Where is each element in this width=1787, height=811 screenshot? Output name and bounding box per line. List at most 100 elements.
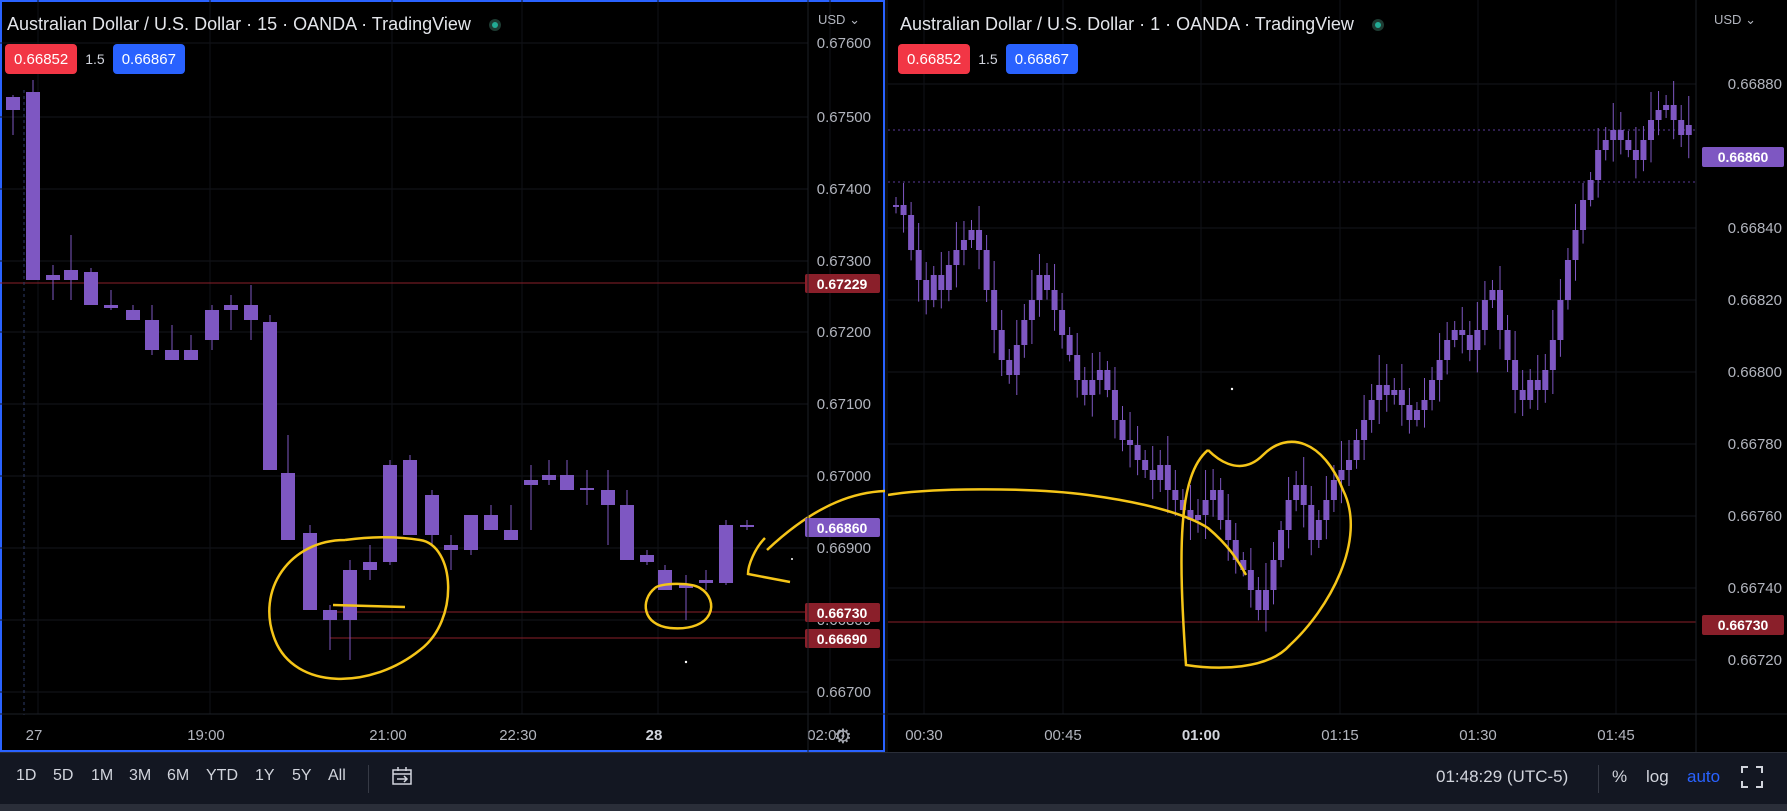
range-1y-button[interactable]: 1Y xyxy=(255,767,275,784)
chart-panel-1m[interactable]: 0.66880 0.66840 0.66820 0.66800 0.66780 0.667… xyxy=(888,0,1787,752)
candle xyxy=(1247,548,1254,608)
chart-title-text: Australian Dollar / U.S. Dollar · 15 · O… xyxy=(7,14,471,34)
candle xyxy=(1232,523,1239,574)
candle xyxy=(1013,320,1020,395)
range-3m-button[interactable]: 3M xyxy=(129,767,152,784)
candle xyxy=(968,220,975,248)
range-6m-button[interactable]: 6M xyxy=(167,767,190,784)
candle xyxy=(1081,367,1088,406)
candle xyxy=(1127,412,1134,468)
range-5y-button[interactable]: 5Y xyxy=(292,767,312,784)
price-axis-label: 0.67400 xyxy=(817,181,871,198)
fullscreen-icon[interactable] xyxy=(1740,765,1764,789)
chart-title-text: Australian Dollar / U.S. Dollar · 1 · OA… xyxy=(900,14,1354,34)
annotation-arrow[interactable] xyxy=(746,537,791,584)
buy-button[interactable]: 0.66867 xyxy=(112,44,185,74)
candle xyxy=(205,305,219,350)
candle xyxy=(1217,478,1224,530)
candle xyxy=(1474,302,1481,373)
candle xyxy=(1670,81,1677,140)
settings-gear-icon[interactable]: ⚙ xyxy=(834,726,852,748)
candle xyxy=(224,295,238,330)
candle xyxy=(1549,310,1556,394)
sell-button[interactable]: 0.66852 xyxy=(898,44,971,74)
candle xyxy=(1580,183,1587,244)
price-tag-current-text: 0.66860 xyxy=(1718,149,1769,165)
time-axis-label: 02:00 xyxy=(807,727,845,744)
chart-canvas-1m[interactable]: 0.66880 0.66840 0.66820 0.66800 0.66780 0.667… xyxy=(888,0,1787,752)
range-5d-button[interactable]: 5D xyxy=(53,767,74,784)
candle xyxy=(1413,402,1420,427)
chart-canvas-15m[interactable]: 0.67600 0.67500 0.67400 0.67300 0.67200 0.671… xyxy=(0,0,885,752)
range-1m-button[interactable]: 1M xyxy=(91,767,114,784)
price-axis-label: 0.66780 xyxy=(1728,436,1782,453)
sell-button[interactable]: 0.66852 xyxy=(5,44,78,74)
time-axis-label: 01:15 xyxy=(1321,727,1359,744)
candle xyxy=(1157,450,1164,492)
candle xyxy=(84,268,98,305)
candle xyxy=(363,545,377,580)
chart-panel-15m[interactable]: 0.67600 0.67500 0.67400 0.67300 0.67200 0.671… xyxy=(0,0,885,752)
annotation-circle-right[interactable] xyxy=(1180,440,1353,669)
candle xyxy=(893,197,899,214)
buy-button[interactable]: 0.66867 xyxy=(1005,44,1078,74)
price-axis-label: 0.67300 xyxy=(817,253,871,270)
candle xyxy=(699,570,713,590)
candle xyxy=(1587,172,1594,207)
time-axis-label: 00:45 xyxy=(1044,727,1082,744)
candle xyxy=(126,305,140,320)
annotation-circle-left[interactable] xyxy=(268,536,450,680)
annotation-arrow-line[interactable] xyxy=(888,488,1248,576)
currency-selector[interactable]: USD ⌄ xyxy=(818,12,860,28)
price-axis-label: 0.67600 xyxy=(817,35,871,52)
log-toggle[interactable]: log xyxy=(1646,767,1669,786)
candle xyxy=(1210,469,1217,517)
price-tag-line1 xyxy=(805,274,880,293)
candle xyxy=(1489,280,1496,308)
candle xyxy=(945,251,952,302)
candle xyxy=(740,520,754,530)
candle xyxy=(1096,352,1103,395)
time-axis-label: 01:45 xyxy=(1597,727,1635,744)
candle xyxy=(403,455,417,535)
spread-value: 1.5 xyxy=(978,51,998,67)
candle xyxy=(640,550,654,565)
candle xyxy=(1074,333,1081,398)
candle xyxy=(343,560,357,660)
drawing-annotations-15m[interactable] xyxy=(268,489,885,680)
candle xyxy=(1255,577,1262,621)
candle xyxy=(542,460,556,485)
currency-selector[interactable]: USD ⌄ xyxy=(1714,12,1756,28)
compare-range-icon[interactable] xyxy=(391,765,413,787)
candle xyxy=(1625,131,1632,158)
range-ytd-button[interactable]: YTD xyxy=(206,767,238,784)
quote-panel-1m: 0.66852 1.5 0.66867 xyxy=(898,44,1078,74)
spread-value: 1.5 xyxy=(85,51,105,67)
candle xyxy=(281,435,295,540)
candle xyxy=(620,490,634,560)
price-tag-current xyxy=(805,518,880,537)
candle xyxy=(425,490,439,545)
price-axis-label: 0.66820 xyxy=(1728,292,1782,309)
candle xyxy=(64,235,78,300)
candle xyxy=(1021,304,1028,358)
percent-toggle[interactable]: % xyxy=(1612,767,1628,786)
candle xyxy=(1270,542,1277,605)
candle xyxy=(960,221,967,266)
clock-timezone[interactable]: 01:48:29 (UTC-5) xyxy=(1436,767,1569,786)
time-axis-label: 28 xyxy=(646,727,663,744)
annotation-circle-small[interactable] xyxy=(644,582,713,630)
candle xyxy=(165,325,179,360)
candle xyxy=(323,605,337,650)
range-1d-button[interactable]: 1D xyxy=(16,767,37,784)
drawing-annotations-1m[interactable] xyxy=(888,440,1353,669)
candle xyxy=(1466,321,1473,362)
candle xyxy=(1451,321,1458,348)
candle xyxy=(1655,91,1662,136)
range-all-button[interactable]: All xyxy=(328,767,346,784)
candle xyxy=(104,290,118,310)
price-axis-label: 0.66800 xyxy=(1728,364,1782,381)
candle xyxy=(908,202,915,261)
candle xyxy=(1429,367,1436,411)
auto-toggle[interactable]: auto xyxy=(1687,767,1721,786)
